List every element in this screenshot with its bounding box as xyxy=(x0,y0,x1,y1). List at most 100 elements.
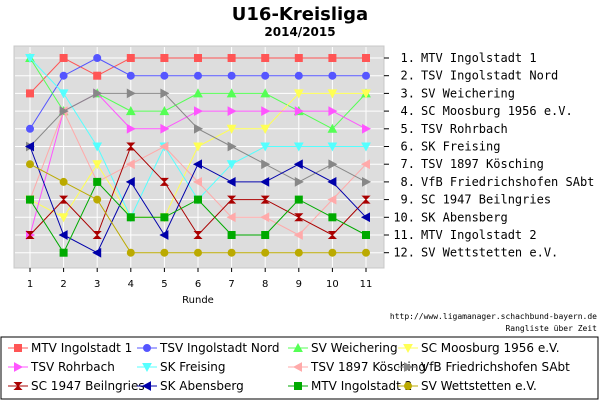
rank-team-name: SC Moosburg 1956 e.V. xyxy=(421,104,573,118)
legend-item-sv-weichering: SV Weichering xyxy=(288,341,398,355)
data-point xyxy=(192,177,203,187)
data-point xyxy=(226,160,237,170)
legend-label: SV Wettstetten e.V. xyxy=(421,379,537,393)
data-point xyxy=(25,195,34,204)
data-point xyxy=(159,230,169,240)
data-point xyxy=(328,159,338,170)
legend-marker xyxy=(292,362,303,372)
rank-team-name: SK Freising xyxy=(421,140,500,154)
data-point xyxy=(361,71,370,80)
data-point xyxy=(193,248,202,257)
data-point xyxy=(193,106,204,116)
data-point xyxy=(261,71,270,80)
data-point xyxy=(125,159,135,170)
data-point xyxy=(159,141,169,152)
x-tick-label: 1 xyxy=(27,279,33,290)
rank-label: 4. xyxy=(401,104,415,118)
data-point xyxy=(25,124,34,133)
series-sk-abensberg xyxy=(24,141,371,258)
rank-team-name: TSV Rohrbach xyxy=(421,122,508,136)
data-point xyxy=(126,248,135,257)
x-axis-label: Runde xyxy=(182,295,214,306)
data-point xyxy=(360,159,371,170)
data-point xyxy=(327,142,338,152)
data-point xyxy=(193,123,204,134)
data-point xyxy=(294,195,303,204)
series-sc-1947-beilngries xyxy=(25,142,371,240)
legend-marker xyxy=(403,362,414,372)
data-point xyxy=(328,54,337,63)
legend-item-tsv-ingolstadt-nord: TSV Ingolstadt Nord xyxy=(137,341,280,355)
data-point xyxy=(58,89,69,99)
legend-label: SV Weichering xyxy=(311,341,398,355)
data-point xyxy=(126,213,135,222)
data-point xyxy=(361,177,372,187)
data-point xyxy=(125,106,136,116)
data-point xyxy=(227,106,237,116)
data-point xyxy=(126,123,136,134)
legend-label: TSV Ingolstadt Nord xyxy=(159,341,280,355)
legend-marker xyxy=(403,381,412,390)
footnote-url: http://www.ligamanager.schachbund-bayern… xyxy=(390,312,597,321)
data-point xyxy=(93,195,102,204)
legend-marker xyxy=(13,381,23,391)
data-point xyxy=(193,142,203,152)
chart-title: U16-Kreisliga xyxy=(232,4,368,25)
rank-team-name: TSV Ingolstadt Nord xyxy=(421,69,558,83)
rank-label: 11. xyxy=(393,228,415,242)
data-point xyxy=(160,248,169,257)
legend-marker xyxy=(142,362,152,373)
legend-item-sk-freising: SK Freising xyxy=(137,360,226,374)
data-point xyxy=(360,212,371,223)
data-point xyxy=(261,54,270,63)
data-point xyxy=(294,71,303,80)
data-point xyxy=(227,54,236,63)
legend-label: TSV Rohrbach xyxy=(30,360,115,374)
data-point xyxy=(159,106,170,116)
data-point xyxy=(361,89,371,99)
data-point xyxy=(193,195,202,204)
data-point xyxy=(361,230,370,239)
rank-label: 10. xyxy=(393,210,415,224)
data-point xyxy=(93,54,102,63)
data-point xyxy=(294,248,303,257)
rank-team-name: TSV 1897 Kösching xyxy=(421,157,544,171)
data-point xyxy=(58,230,68,240)
data-point xyxy=(160,88,170,99)
x-tick-label: 2 xyxy=(60,279,66,290)
data-point xyxy=(361,123,372,134)
data-point xyxy=(294,54,303,63)
data-point xyxy=(261,248,270,257)
data-point xyxy=(227,141,237,152)
data-point xyxy=(361,195,371,204)
rank-label: 8. xyxy=(401,175,415,189)
legend-marker xyxy=(293,381,302,390)
legend-item-mtv-ingolstadt-2: MTV Ingolstadt 2 xyxy=(288,379,412,393)
x-tick-label: 5 xyxy=(161,279,167,290)
legend-item-sv-wettstetten-e-v: SV Wettstetten e.V. xyxy=(398,379,537,393)
data-point xyxy=(192,159,203,170)
data-point xyxy=(227,195,237,204)
data-point xyxy=(226,88,237,98)
legend-item-mtv-ingolstadt-1: MTV Ingolstadt 1 xyxy=(8,341,132,355)
data-point xyxy=(260,124,271,134)
rank-label: 2. xyxy=(401,69,415,83)
data-point xyxy=(227,71,236,80)
series-mtv-ingolstadt-2 xyxy=(25,177,370,257)
data-point xyxy=(125,177,135,187)
legend-label: SC Moosburg 1956 e.V. xyxy=(421,341,560,355)
x-tick-label: 11 xyxy=(360,279,373,290)
rank-team-name: MTV Ingolstadt 2 xyxy=(421,228,537,242)
data-point xyxy=(261,106,271,116)
legend-item-tsv-1897-k-sching: TSV 1897 Kösching xyxy=(288,360,426,374)
data-point xyxy=(59,106,69,116)
data-point xyxy=(361,248,370,257)
data-point xyxy=(226,212,236,223)
rank-labels: 1. MTV Ingolstadt 1 2. TSV Ingolstadt Nord 3… xyxy=(384,51,594,260)
data-point xyxy=(260,142,271,152)
data-point xyxy=(126,88,136,99)
x-tick-label: 9 xyxy=(296,279,302,290)
data-point xyxy=(92,230,102,240)
